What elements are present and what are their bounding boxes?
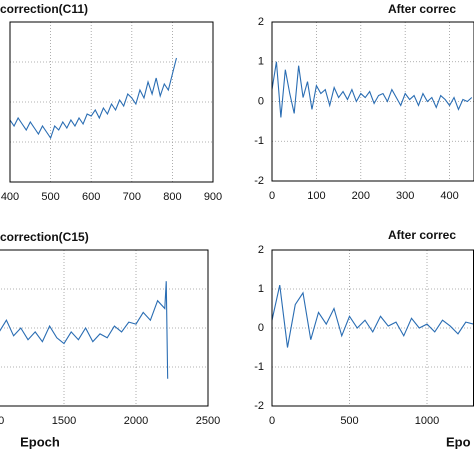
plot-frame — [9, 21, 214, 183]
panel-title: After correc — [388, 228, 456, 242]
x-tick-label: 2500 — [196, 415, 220, 427]
x-tick-label: 500 — [340, 415, 358, 427]
data-line — [10, 57, 177, 140]
y-tick-label: 2 — [258, 244, 264, 256]
x-tick-label: 2000 — [124, 415, 148, 427]
y-tick-label: -1 — [254, 135, 264, 147]
data-line — [272, 284, 474, 348]
panel-title: After correc — [388, 2, 456, 16]
x-tick-label: 700 — [123, 191, 141, 203]
y-tick-label: -1 — [254, 361, 264, 373]
x-tick-label: 1000 — [415, 415, 439, 427]
y-tick-label: 1 — [258, 56, 264, 68]
x-tick-label: 100 — [307, 190, 325, 202]
x-tick-label: 1000 — [0, 415, 4, 427]
x-tick-label: 500 — [41, 191, 59, 203]
x-tick-label: 400 — [440, 190, 458, 202]
data-line — [0, 281, 169, 379]
panel-title: correction(C11) — [0, 2, 88, 16]
data-line — [272, 61, 473, 118]
plot-frame — [0, 249, 209, 407]
x-axis-label: Epo — [446, 434, 471, 449]
x-tick-label: 200 — [352, 190, 370, 202]
y-tick-label: 0 — [258, 95, 264, 107]
y-tick-label: 2 — [258, 16, 264, 28]
plot-frame — [271, 21, 474, 182]
x-tick-label: 900 — [204, 191, 222, 203]
x-tick-label: 0 — [269, 415, 275, 427]
x-tick-label: 0 — [269, 190, 275, 202]
panel-title: correction(C15) — [0, 230, 89, 244]
y-tick-label: 1 — [258, 283, 264, 295]
x-tick-label: 800 — [163, 191, 181, 203]
x-tick-label: 300 — [396, 190, 414, 202]
y-tick-label: -2 — [254, 400, 264, 412]
x-tick-label: 600 — [82, 191, 100, 203]
y-tick-label: -2 — [254, 175, 264, 187]
x-tick-label: 1500 — [52, 415, 76, 427]
x-tick-label: 400 — [1, 191, 19, 203]
x-axis-label: Epoch — [20, 434, 60, 449]
y-tick-label: 0 — [258, 322, 264, 334]
